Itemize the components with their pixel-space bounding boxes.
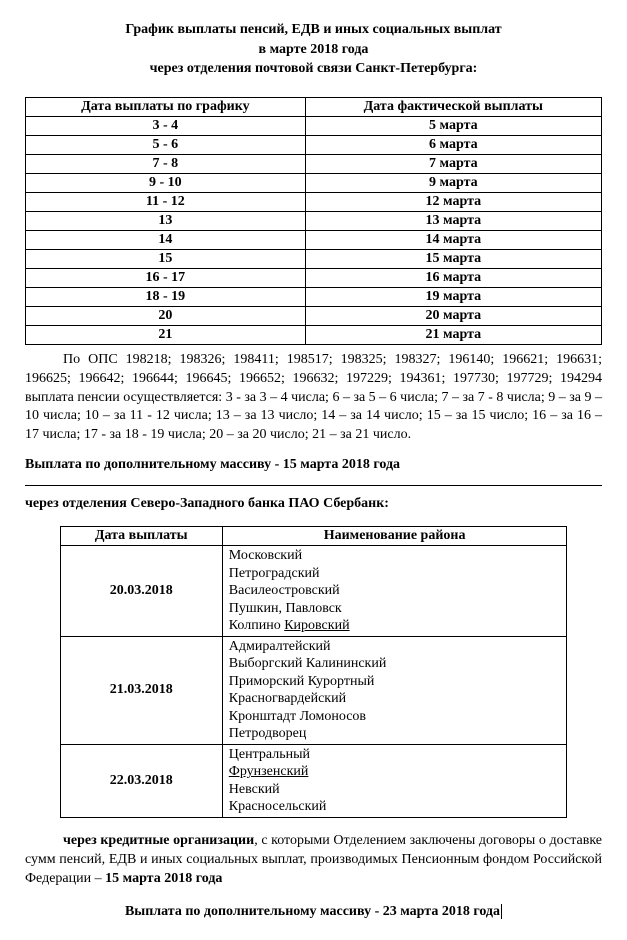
schedule-actual-date: 12 марта [305, 192, 601, 211]
schedule-actual-date: 15 марта [305, 249, 601, 268]
schedule-graph-date: 13 [26, 211, 306, 230]
schedule-graph-date: 14 [26, 230, 306, 249]
final-line: Выплата по дополнительному массиву - 23 … [25, 904, 602, 920]
district-list: АдмиралтейскийВыборгский КалининскийПрим… [222, 636, 567, 744]
table-row: 9 - 109 марта [26, 173, 602, 192]
table-row: 3 - 45 марта [26, 116, 602, 135]
table-row: 1414 марта [26, 230, 602, 249]
districts-col2-header: Наименование района [222, 527, 567, 546]
schedule-graph-date: 11 - 12 [26, 192, 306, 211]
schedule-graph-date: 3 - 4 [26, 116, 306, 135]
table-row: 18 - 1919 марта [26, 287, 602, 306]
table-row: 1313 марта [26, 211, 602, 230]
table-row: 2121 марта [26, 325, 602, 344]
schedule-actual-date: 21 марта [305, 325, 601, 344]
credit-date: 15 марта 2018 года [105, 871, 222, 886]
district-list: МосковскийПетроградскийВасилеостровскийП… [222, 546, 567, 637]
title-line-3: через отделения почтовой связи Санкт-Пет… [150, 61, 478, 76]
schedule-actual-date: 14 марта [305, 230, 601, 249]
payment-date: 22.03.2018 [60, 744, 222, 817]
ops-paragraph: По ОПС 198218; 198326; 198411; 198517; 1… [25, 351, 602, 445]
schedule-graph-date: 20 [26, 306, 306, 325]
schedule-graph-date: 7 - 8 [26, 154, 306, 173]
title-line-2: в марте 2018 года [259, 42, 369, 57]
table-row: 16 - 1716 марта [26, 268, 602, 287]
table-row: 22.03.2018ЦентральныйФрунзенскийНевскийК… [60, 744, 567, 817]
payment-date: 20.03.2018 [60, 546, 222, 637]
schedule-graph-date: 5 - 6 [26, 135, 306, 154]
schedule-graph-date: 16 - 17 [26, 268, 306, 287]
extra-array-line: Выплата по дополнительному массиву - 15 … [25, 457, 602, 473]
title-line-1: График выплаты пенсий, ЕДВ и иных социал… [125, 22, 501, 37]
districts-col1-header: Дата выплаты [60, 527, 222, 546]
schedule-actual-date: 13 марта [305, 211, 601, 230]
credit-prefix: через кредитные организации [63, 833, 254, 848]
schedule-table: Дата выплаты по графику Дата фактической… [25, 97, 602, 345]
schedule-actual-date: 7 марта [305, 154, 601, 173]
district-list: ЦентральныйФрунзенскийНевскийКрасносельс… [222, 744, 567, 817]
schedule-graph-date: 9 - 10 [26, 173, 306, 192]
table-row: 21.03.2018АдмиралтейскийВыборгский Калин… [60, 636, 567, 744]
schedule-col2-header: Дата фактической выплаты [305, 97, 601, 116]
table-row: 11 - 1212 марта [26, 192, 602, 211]
schedule-actual-date: 9 марта [305, 173, 601, 192]
districts-table: Дата выплаты Наименование района 20.03.2… [60, 526, 568, 818]
schedule-graph-date: 21 [26, 325, 306, 344]
table-row: 2020 марта [26, 306, 602, 325]
schedule-actual-date: 20 марта [305, 306, 601, 325]
divider [25, 485, 602, 486]
document-title: График выплаты пенсий, ЕДВ и иных социал… [25, 20, 602, 79]
schedule-graph-date: 18 - 19 [26, 287, 306, 306]
schedule-actual-date: 19 марта [305, 287, 601, 306]
sberbank-heading: через отделения Северо-Западного банка П… [25, 496, 602, 512]
schedule-col1-header: Дата выплаты по графику [26, 97, 306, 116]
table-row: 5 - 66 марта [26, 135, 602, 154]
payment-date: 21.03.2018 [60, 636, 222, 744]
ops-text: По ОПС 198218; 198326; 198411; 198517; 1… [25, 352, 602, 443]
schedule-actual-date: 6 марта [305, 135, 601, 154]
table-row: 20.03.2018МосковскийПетроградскийВасилео… [60, 546, 567, 637]
schedule-actual-date: 16 марта [305, 268, 601, 287]
credit-paragraph: через кредитные организации, с которыми … [25, 832, 602, 889]
schedule-graph-date: 15 [26, 249, 306, 268]
table-row: 1515 марта [26, 249, 602, 268]
table-row: 7 - 87 марта [26, 154, 602, 173]
schedule-actual-date: 5 марта [305, 116, 601, 135]
